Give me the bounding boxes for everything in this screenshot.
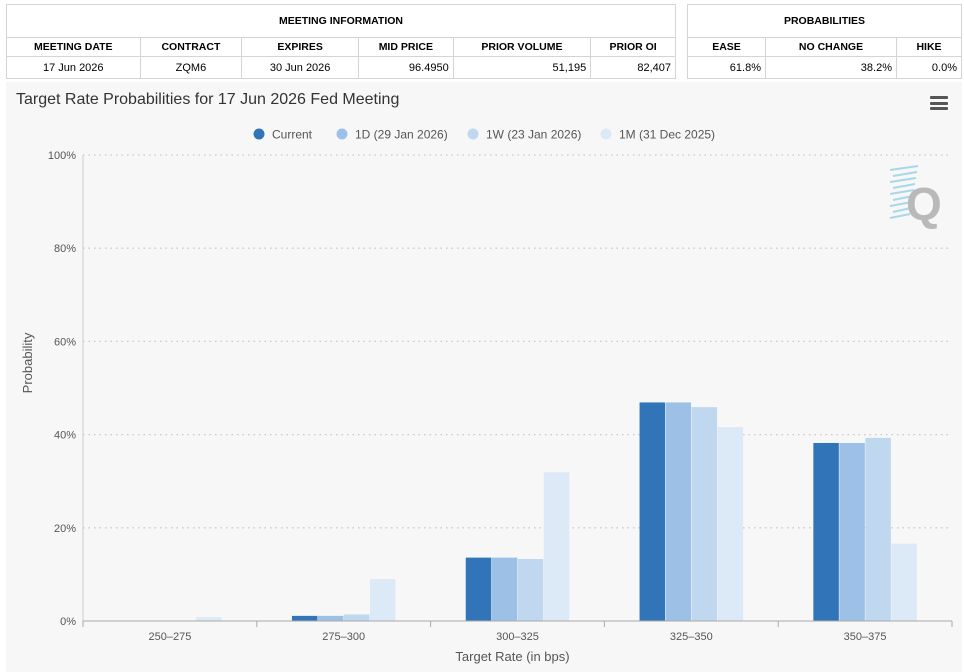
meeting-date-header: MEETING DATE: [6, 37, 141, 57]
y-tick-label: 80%: [54, 243, 76, 255]
bar-w1-275-300[interactable]: [343, 614, 370, 621]
mid-price-header: MID PRICE: [357, 37, 454, 57]
legend-label: Current: [272, 128, 313, 142]
axes-group: 0% 20% 40% 60% 80% 100% 250–275 275–300 300–325 3…: [20, 150, 953, 664]
y-axis-title: Probability: [20, 332, 35, 393]
hike-value: 0.0%: [896, 56, 962, 79]
expires-value: 30 Jun 2026: [241, 56, 359, 79]
logo-stripe: [892, 183, 916, 189]
bar-d1-300-325[interactable]: [491, 557, 518, 621]
meeting-date-value: 17 Jun 2026: [6, 56, 141, 79]
logo-stripe: [889, 213, 911, 219]
prior-volume-value: 51,195: [452, 56, 592, 79]
y-tick-label: 60%: [54, 336, 76, 348]
meeting-info-table: MEETING INFORMATION MEETING DATE CONTRAC…: [6, 4, 676, 79]
bar-d1-350-375[interactable]: [839, 442, 865, 621]
menu-icon[interactable]: [930, 96, 948, 110]
logo-stripe: [889, 165, 919, 171]
bar-d1-275-300[interactable]: [317, 615, 344, 621]
bar-m1-250-275[interactable]: [196, 617, 222, 621]
x-tick-label: 300–325: [496, 631, 539, 643]
legend-label: 1W (23 Jan 2026): [486, 128, 581, 142]
legend-label: 1D (29 Jan 2026): [355, 128, 448, 142]
no-change-header: NO CHANGE: [765, 37, 897, 57]
bar-current-300-325[interactable]: [465, 557, 492, 621]
y-tick-label: 100%: [48, 150, 76, 162]
x-axis-title: Target Rate (in bps): [455, 649, 569, 664]
y-tick-label: 20%: [54, 523, 76, 535]
legend[interactable]: Current 1D (29 Jan 2026) 1W (23 Jan 2026) 1…: [253, 128, 716, 142]
grid-lines: [83, 154, 952, 529]
legend-label: 1M (31 Dec 2025): [619, 128, 715, 142]
chart-title: Target Rate Probabilities for 17 Jun 202…: [16, 91, 400, 108]
mid-price-value: 96.4950: [357, 56, 454, 79]
legend-item-current[interactable]: Current: [253, 128, 313, 142]
prior-volume-header: PRIOR VOLUME: [452, 37, 592, 57]
logo-icon: Q: [889, 165, 942, 230]
legend-marker: [336, 128, 348, 140]
bar-current-275-300[interactable]: [291, 615, 318, 621]
bar-m1-275-300[interactable]: [369, 579, 396, 621]
ease-value: 61.8%: [687, 56, 766, 79]
prior-oi-header: PRIOR OI: [590, 37, 676, 57]
bar-d1-325-350[interactable]: [665, 402, 692, 621]
legend-marker: [467, 128, 479, 140]
probabilities-table: PROBABILITIES EASE NO CHANGE HIKE 61.8% …: [687, 4, 962, 79]
y-tick-label: 0%: [60, 616, 76, 628]
legend-item-w1[interactable]: 1W (23 Jan 2026): [467, 128, 582, 142]
probabilities-title: PROBABILITIES: [687, 4, 962, 38]
x-tick-label: 325–350: [670, 631, 713, 643]
y-tick-label: 40%: [54, 430, 76, 442]
logo-stripe: [889, 177, 917, 183]
bar-w1-350-375[interactable]: [865, 437, 891, 621]
bar-current-350-375[interactable]: [813, 442, 839, 621]
logo-stripe: [892, 207, 912, 213]
meeting-info-title: MEETING INFORMATION: [6, 4, 676, 38]
bar-current-325-350[interactable]: [639, 402, 666, 621]
no-change-value: 38.2%: [765, 56, 897, 79]
bar-w1-325-350[interactable]: [691, 407, 718, 621]
expires-header: EXPIRES: [241, 37, 359, 57]
legend-marker: [253, 128, 265, 140]
bar-m1-300-325[interactable]: [543, 472, 570, 621]
legend-marker: [600, 128, 612, 140]
bar-m1-350-375[interactable]: [891, 543, 917, 621]
legend-item-m1[interactable]: 1M (31 Dec 2025): [600, 128, 716, 142]
bars-group: [196, 402, 917, 621]
x-tick-label: 350–375: [844, 631, 887, 643]
prior-oi-value: 82,407: [590, 56, 676, 79]
chart-container: Q 0% 20% 40% 60% 80% 100% 250–275 275–300 300–32…: [6, 82, 962, 672]
logo-stripe: [889, 201, 913, 207]
legend-item-d1[interactable]: 1D (29 Jan 2026): [336, 128, 448, 142]
chart-plot: Q 0% 20% 40% 60% 80% 100% 250–275 275–300 300–32…: [20, 128, 953, 664]
logo-stripe: [892, 195, 914, 201]
bar-m1-325-350[interactable]: [717, 427, 744, 621]
bar-w1-300-325[interactable]: [517, 559, 544, 621]
logo-q-glyph: Q: [906, 178, 942, 230]
contract-header: CONTRACT: [139, 37, 243, 57]
x-tick-label: 275–300: [322, 631, 365, 643]
x-tick-label: 250–275: [148, 631, 191, 643]
contract-value: ZQM6: [139, 56, 243, 79]
hike-header: HIKE: [896, 37, 962, 57]
logo-stripe: [889, 189, 915, 195]
ease-header: EASE: [687, 37, 766, 57]
logo-stripe: [892, 171, 918, 177]
